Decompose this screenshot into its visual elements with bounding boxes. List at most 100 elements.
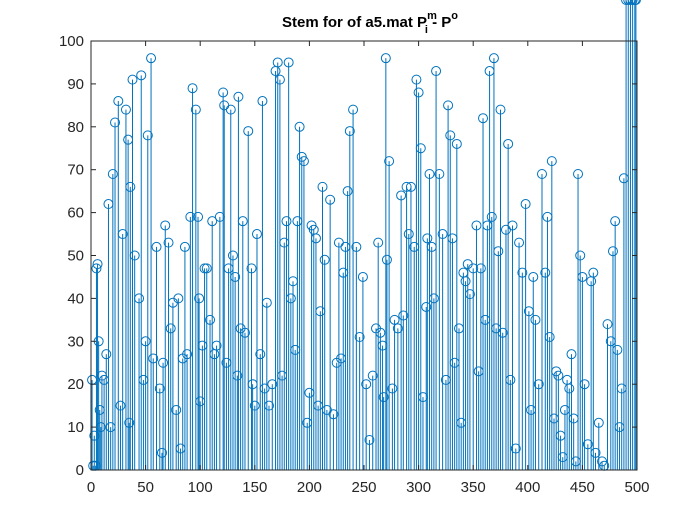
stem-marker xyxy=(488,53,499,64)
stem-marker xyxy=(357,271,368,282)
stem-marker xyxy=(146,53,157,64)
stem-marker xyxy=(415,143,426,154)
stem-marker xyxy=(354,332,365,343)
stem-marker xyxy=(163,237,174,248)
stem-marker xyxy=(392,323,403,334)
stem-marker xyxy=(211,340,222,351)
stem-marker xyxy=(520,199,531,210)
stem-marker xyxy=(249,400,260,411)
chart-title-prefix: Stem for of a5.mat P xyxy=(282,14,427,31)
stem-marker xyxy=(120,104,131,115)
x-tick-label: 450 xyxy=(570,479,595,496)
stem-marker xyxy=(171,404,182,415)
y-tick-label: 30 xyxy=(67,333,84,350)
stem-marker xyxy=(310,233,321,244)
stem-marker xyxy=(384,156,395,167)
y-tick-label: 20 xyxy=(67,376,84,393)
stem-marker xyxy=(495,104,506,115)
stem-marker xyxy=(158,357,169,368)
stem-marker xyxy=(497,327,508,338)
stem-marker xyxy=(182,349,193,360)
x-tick-label: 0 xyxy=(87,479,95,496)
x-tick-label: 400 xyxy=(515,479,540,496)
stem-marker xyxy=(101,349,112,360)
stem-marker xyxy=(421,301,432,312)
stem-marker xyxy=(342,186,353,197)
stem-marker xyxy=(573,168,584,179)
stem-marker xyxy=(517,267,528,278)
y-tick-label: 40 xyxy=(67,290,84,307)
x-tick-label: 500 xyxy=(624,479,649,496)
stem-marker xyxy=(272,57,283,68)
stem-marker xyxy=(348,104,359,115)
stem-marker xyxy=(588,267,599,278)
stem-marker xyxy=(140,336,151,347)
stem-marker xyxy=(179,241,190,252)
stem-marker xyxy=(367,370,378,381)
stem-marker xyxy=(451,138,462,149)
stem-marker xyxy=(194,293,205,304)
stem-marker xyxy=(396,190,407,201)
stem-marker xyxy=(389,314,400,325)
y-tick-label: 50 xyxy=(67,248,84,265)
x-tick-label: 300 xyxy=(406,479,431,496)
stem-marker xyxy=(317,181,328,192)
stem-marker xyxy=(434,168,445,179)
stem-marker xyxy=(621,0,632,5)
stem-marker xyxy=(193,211,204,222)
stem-marker xyxy=(533,379,544,390)
stem-marker xyxy=(540,267,551,278)
stem-marker xyxy=(190,104,201,115)
stem-marker xyxy=(107,168,118,179)
chart-title-superscript-2: o xyxy=(451,10,458,22)
stem-marker xyxy=(156,447,167,458)
x-tick-label: 50 xyxy=(137,479,154,496)
stem-marker xyxy=(413,87,424,98)
stem-marker xyxy=(623,0,634,5)
y-tick-label: 90 xyxy=(67,76,84,93)
stem-marker xyxy=(124,417,135,428)
stem-marker xyxy=(564,383,575,394)
stem-marker xyxy=(437,229,448,240)
stem-marker xyxy=(579,379,590,390)
stem-marker xyxy=(471,220,482,231)
stem-marker xyxy=(566,349,577,360)
stem-marker xyxy=(364,434,375,445)
stem-marker xyxy=(546,156,557,167)
stem-marker xyxy=(373,237,384,248)
stem-marker xyxy=(319,254,330,265)
stem-marker xyxy=(544,332,555,343)
stem-marker xyxy=(232,370,243,381)
stem-marker xyxy=(110,117,121,128)
x-tick-label: 100 xyxy=(188,479,213,496)
stem-marker xyxy=(405,181,416,192)
stem-marker xyxy=(602,319,613,330)
stem-marker xyxy=(464,289,475,300)
stem-marker xyxy=(218,87,229,98)
stem-marker xyxy=(233,91,244,102)
stem-marker xyxy=(378,392,389,403)
stem-marker xyxy=(411,74,422,85)
y-tick-label: 10 xyxy=(67,419,84,436)
axes: 0 50 100 150 200 250 300 350 400 450 500 0 10 20 30 40 5… xyxy=(59,33,650,496)
stem-marker xyxy=(148,353,159,364)
y-tick-label: 70 xyxy=(67,162,84,179)
stem-marker xyxy=(239,327,250,338)
stem-marker xyxy=(627,0,638,5)
stem-marker xyxy=(115,400,126,411)
stem-marker xyxy=(127,74,138,85)
stem-marker xyxy=(281,216,292,227)
stem-marker xyxy=(612,344,623,355)
stem-marker xyxy=(154,383,165,394)
stem-marker xyxy=(129,250,140,261)
chart-title-superscript: m xyxy=(427,10,437,22)
stem-marker xyxy=(255,349,266,360)
stem-marker xyxy=(486,211,497,222)
stem-marker xyxy=(428,293,439,304)
stem-marker xyxy=(237,216,248,227)
stem-marker xyxy=(478,113,489,124)
stem-marker xyxy=(380,53,391,64)
stem-marker xyxy=(134,293,145,304)
stem-marker xyxy=(443,100,454,111)
